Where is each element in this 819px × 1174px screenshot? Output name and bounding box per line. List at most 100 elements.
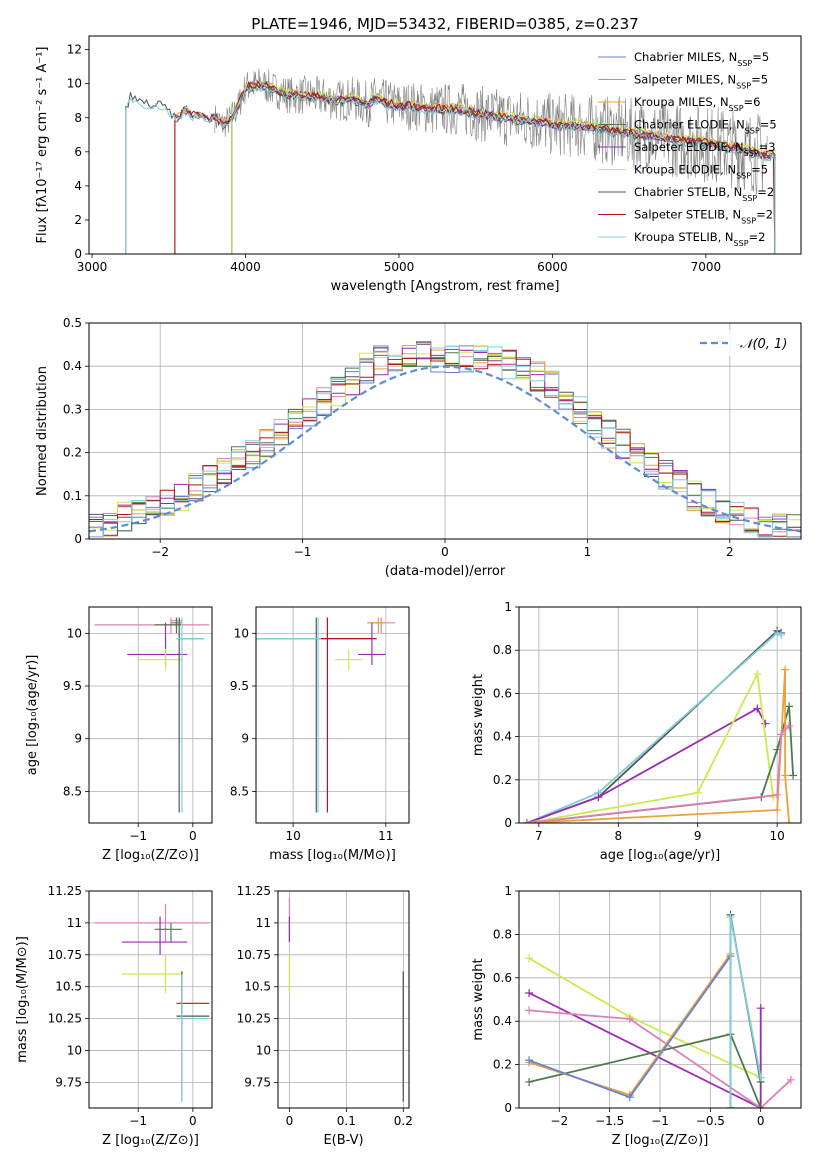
panels: 3000 4000 5000 6000 7000024681012wavelength … (15, 35, 802, 1148)
series-point (753, 669, 762, 678)
plot-area (89, 323, 801, 539)
series-point (726, 1104, 735, 1108)
panel-mass-vs-ebv: 0 0.1 0.2 9.75 10 10.25 10.5 10.75 11 11.25 E(B-V) (237, 884, 413, 1148)
axes-frame (518, 606, 802, 824)
legend-entry: Salpeter STELIB, NSSP=2 (634, 208, 773, 226)
legend-entry: Salpeter ELODIE, NSSP=3 (634, 140, 776, 158)
x-tick-label: 7000 (691, 260, 722, 274)
y-tick-label: 9.5 (230, 679, 249, 693)
x-tick-label: −1.5 (595, 1114, 624, 1128)
y-tick-label: 10 (67, 77, 82, 91)
y-tick-label: 9.5 (63, 679, 82, 693)
y-tick-label: 0.6 (493, 971, 512, 985)
y-tick-label: 4 (74, 179, 82, 193)
x-tick-label: 7 (535, 829, 543, 843)
y-tick-label: 0.6 (493, 686, 512, 700)
series-point (756, 1073, 765, 1082)
x-tick-label: 0 (189, 829, 197, 843)
series-point (756, 1104, 765, 1108)
series-point (786, 1075, 795, 1084)
y-tick-label: 0.5 (63, 316, 82, 330)
series-point (625, 1093, 634, 1102)
y-tick-label: 0.8 (493, 927, 512, 941)
series-point (525, 988, 534, 997)
legend-entry: 𝒩(0, 1) (740, 337, 787, 352)
y-tick-label: 0.8 (493, 643, 512, 657)
legend-entry: Kroupa ELODIE, NSSP=5 (634, 163, 768, 181)
series-point (761, 719, 770, 728)
series-line (526, 725, 790, 823)
x-tick-label: 0 (441, 545, 449, 559)
plot-area (89, 891, 212, 1108)
x-tick-label: −2 (151, 545, 169, 559)
series-line (528, 1033, 762, 1108)
axes-frame (88, 606, 213, 824)
legend-box (690, 330, 794, 356)
x-tick-label: 9 (694, 829, 702, 843)
legend-entry: Chabrier MILES, NSSP=5 (634, 50, 769, 68)
series-point (773, 806, 782, 815)
y-tick-label: 9 (241, 732, 249, 746)
series-line (729, 916, 762, 1108)
x-tick-label: 10 (285, 829, 300, 843)
legend: Chabrier MILES, NSSP=5 Salpeter MILES, NS… (598, 50, 777, 248)
y-tick-label: 8.5 (63, 784, 82, 798)
x-axis-label: mass [log₁₀(M/M⊙)] (269, 848, 396, 863)
model-line (125, 83, 776, 254)
series-point (789, 771, 798, 780)
panel-spectrum: 3000 4000 5000 6000 7000 0 2 4 6 8 10 12 wavelength … (35, 35, 802, 294)
series-point (525, 1006, 534, 1015)
series-point (781, 771, 790, 780)
y-tick-label: 9.75 (55, 1075, 82, 1089)
y-tick-label: 10.25 (237, 1012, 271, 1026)
y-tick-label: 10 (67, 1044, 82, 1058)
y-tick-label: 9 (74, 732, 82, 746)
series-point (756, 1004, 765, 1013)
y-tick-label: 11 (256, 916, 271, 930)
x-tick-label: 11 (378, 829, 393, 843)
axes-frame (255, 606, 410, 824)
x-tick-label: −2 (550, 1114, 568, 1128)
data-spectrum (214, 68, 768, 195)
model-line (231, 80, 776, 254)
panel-mass-weight-vs-age: 7 8 9 10 0 0.2 0.4 0.6 0.8 1 age [log₁₀(age/yr)] ma… (471, 600, 802, 863)
y-tick-label: 10 (234, 626, 249, 640)
y-tick-label: 0 (504, 816, 512, 830)
axes-frame (88, 890, 213, 1109)
y-tick-label: 10.5 (244, 980, 271, 994)
series-line (526, 631, 782, 823)
y-tick-label: 10.75 (237, 948, 271, 962)
y-tick-label: 0.3 (63, 402, 82, 416)
y-tick-label: 0 (74, 532, 82, 546)
y-tick-label: 6 (74, 145, 82, 159)
y-tick-label: 0 (504, 1101, 512, 1115)
normal-curve (89, 365, 801, 533)
x-axis-label: Z [log₁₀(Z/Z⊙)] (612, 1133, 709, 1148)
series-point (625, 1015, 634, 1024)
series-point (693, 788, 702, 797)
y-tick-label: 8 (74, 111, 82, 125)
series-point (525, 1077, 534, 1086)
y-tick-label: 10.5 (55, 980, 82, 994)
x-tick-label: 0.2 (394, 1114, 413, 1128)
x-tick-label: −0.5 (696, 1114, 725, 1128)
plot-area (519, 891, 801, 1108)
y-tick-label: 0.2 (63, 446, 82, 460)
series-point (525, 954, 534, 963)
model-line (174, 79, 776, 254)
y-tick-label: 11.25 (237, 884, 271, 898)
axes-frame (277, 890, 410, 1109)
x-axis-label: wavelength [Angstrom, rest frame] (331, 279, 560, 294)
series-point (777, 730, 786, 739)
plot-area (256, 607, 409, 823)
y-axis-label: mass weight (471, 674, 486, 756)
panel-mass-vs-Z: −1 0 9.75 10 10.25 10.5 10.75 11 11.25 Z [log₁₀(Z… (15, 884, 213, 1148)
y-tick-label: 0.4 (493, 730, 512, 744)
y-axis-label: age [log₁₀(age/yr)] (25, 655, 40, 776)
axes-frame (88, 35, 802, 255)
series-point (785, 819, 794, 823)
y-tick-label: 8.5 (230, 784, 249, 798)
y-tick-label: 2 (74, 213, 82, 227)
y-tick-label: 10.75 (48, 948, 82, 962)
